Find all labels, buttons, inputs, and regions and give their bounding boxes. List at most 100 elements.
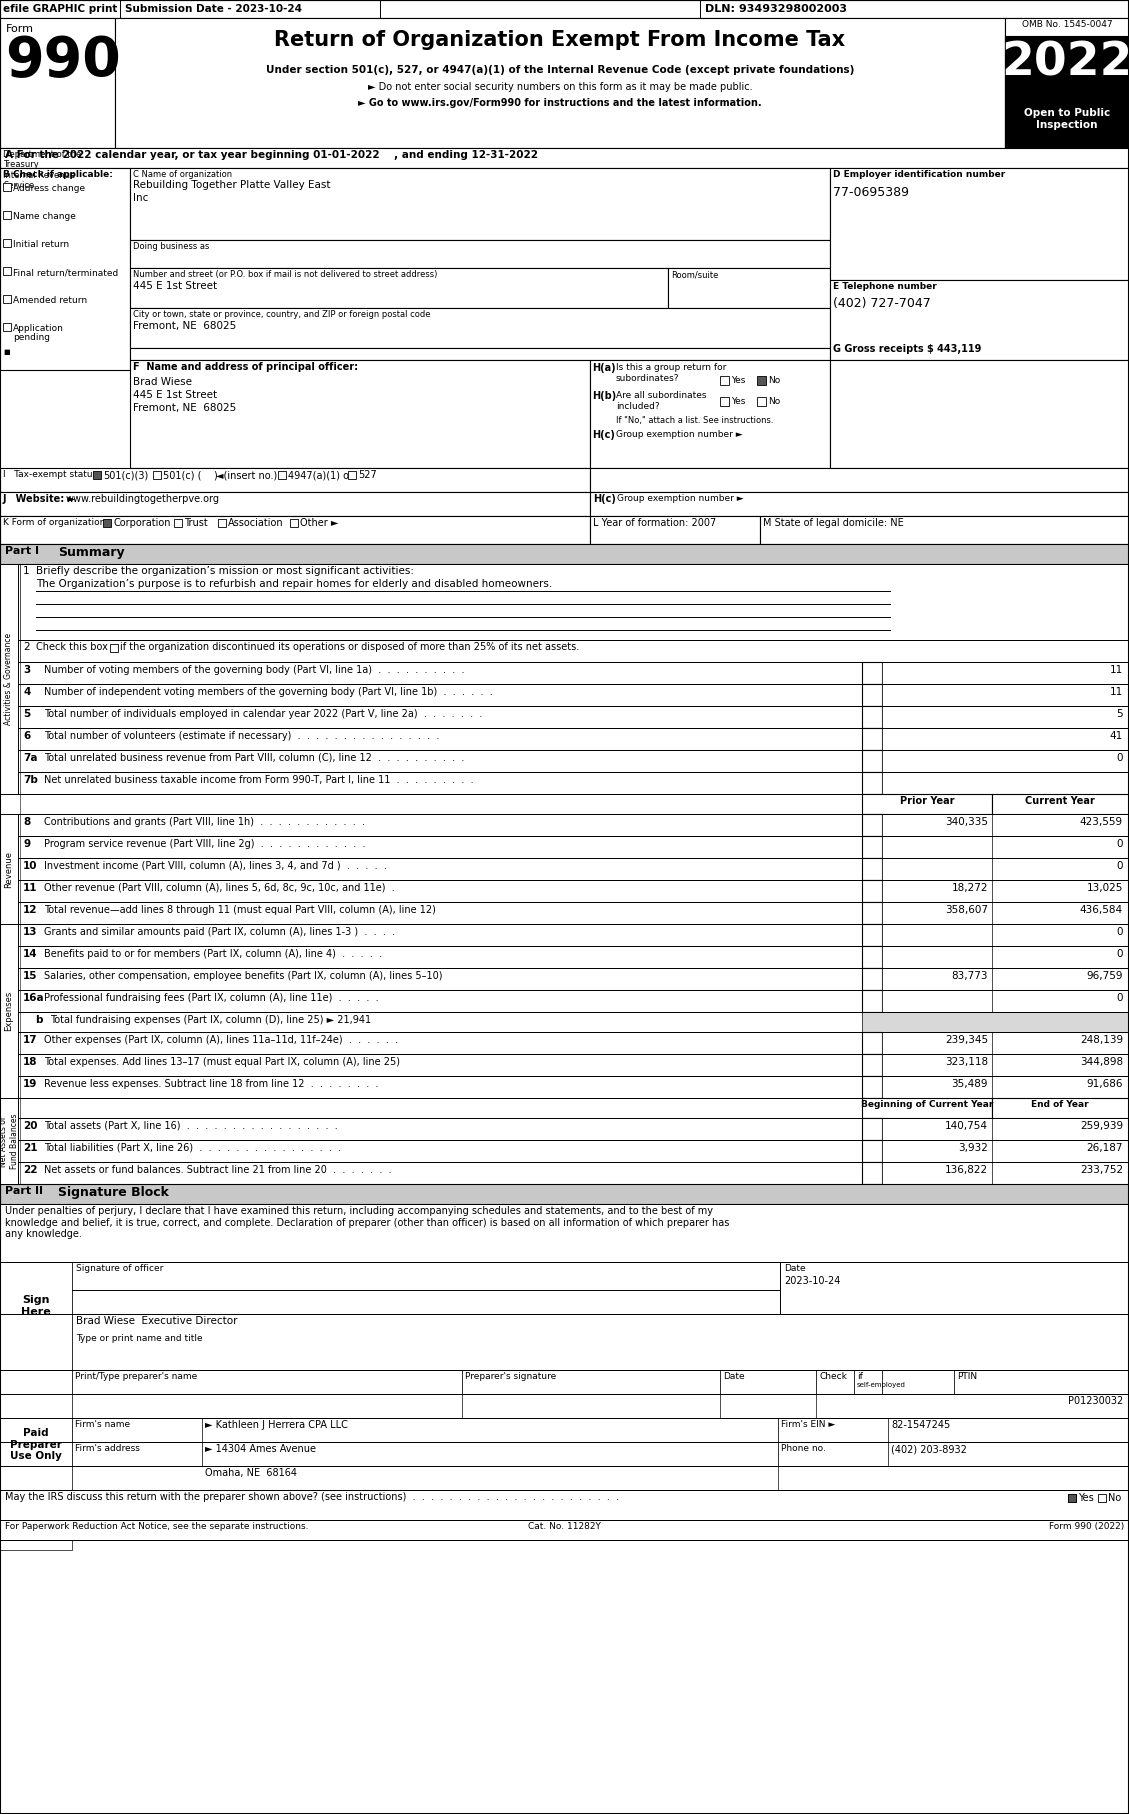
Text: 239,345: 239,345	[945, 1036, 988, 1045]
Bar	[20, 773, 863, 795]
Bar	[992, 902, 1129, 923]
Text: Contributions and grants (Part VIII, line 1h)  .  .  .  .  .  .  .  .  .  .  .  : Contributions and grants (Part VIII, lin…	[44, 816, 365, 827]
Bar	[992, 969, 1129, 990]
Bar	[590, 468, 1129, 492]
Text: Part II: Part II	[5, 1186, 43, 1195]
Bar	[882, 945, 992, 969]
Text: 35,489: 35,489	[952, 1079, 988, 1088]
Text: 22: 22	[23, 1165, 37, 1175]
Bar	[992, 795, 1129, 814]
Text: Total fundraising expenses (Part IX, column (D), line 25) ► 21,941: Total fundraising expenses (Part IX, col…	[50, 1016, 371, 1025]
Text: Number of voting members of the governing body (Part VI, line 1a)  .  .  .  .  .: Number of voting members of the governin…	[44, 666, 464, 675]
Text: The Organization’s purpose is to refurbish and repair homes for elderly and disa: The Organization’s purpose is to refurbi…	[36, 579, 552, 590]
Bar	[882, 1139, 992, 1163]
Text: 445 E 1st Street: 445 E 1st Street	[133, 281, 217, 290]
Text: Firm's address: Firm's address	[75, 1444, 140, 1453]
Text: 41: 41	[1110, 731, 1123, 740]
Text: Expenses: Expenses	[5, 990, 14, 1030]
Bar	[462, 1393, 720, 1419]
Bar	[778, 1442, 889, 1466]
Text: Net Assets or
Fund Balances: Net Assets or Fund Balances	[0, 1114, 19, 1168]
Bar	[720, 375, 729, 385]
Text: 13: 13	[23, 927, 37, 938]
Text: 8: 8	[23, 816, 30, 827]
Text: 344,898: 344,898	[1079, 1058, 1123, 1067]
Text: Print/Type preparer's name: Print/Type preparer's name	[75, 1371, 198, 1380]
Bar	[20, 1163, 863, 1185]
Bar	[882, 902, 992, 923]
Bar	[992, 836, 1129, 858]
Text: 5: 5	[23, 709, 30, 718]
Bar	[816, 1370, 854, 1393]
Bar	[992, 990, 1129, 1012]
Bar	[992, 1117, 1129, 1139]
Text: No: No	[768, 397, 780, 406]
Text: Doing business as: Doing business as	[133, 241, 209, 250]
Bar	[882, 969, 992, 990]
Bar	[863, 662, 882, 684]
Bar	[103, 519, 111, 528]
Bar	[72, 1313, 1129, 1370]
Bar	[20, 1054, 863, 1076]
Text: Phone no.: Phone no.	[781, 1444, 826, 1453]
Text: 140,754: 140,754	[945, 1121, 988, 1130]
Text: H(b): H(b)	[592, 392, 616, 401]
Bar	[20, 969, 863, 990]
Bar	[816, 1393, 1129, 1419]
Text: A For the 2022 calendar year, or tax year beginning 01-01-2022    , and ending 1: A For the 2022 calendar year, or tax yea…	[5, 151, 539, 160]
Bar	[1068, 1495, 1076, 1502]
Text: 9: 9	[23, 840, 30, 849]
Bar	[0, 1520, 1129, 1540]
Bar	[72, 1419, 202, 1442]
Bar	[3, 296, 11, 303]
Text: B Check if applicable:: B Check if applicable:	[3, 171, 113, 180]
Bar	[20, 749, 863, 773]
Bar	[218, 519, 226, 528]
Bar	[20, 814, 863, 836]
Text: 11: 11	[23, 883, 37, 892]
Text: C Name of organization: C Name of organization	[133, 171, 233, 180]
Bar	[863, 1054, 882, 1076]
Text: H(c): H(c)	[592, 430, 615, 441]
Text: 83,773: 83,773	[952, 970, 988, 981]
Text: Name change: Name change	[14, 212, 76, 221]
Bar	[882, 880, 992, 902]
Bar	[3, 210, 11, 219]
Bar	[992, 923, 1129, 945]
Bar	[0, 468, 590, 492]
Text: Type or print name and title: Type or print name and title	[76, 1333, 202, 1342]
Text: DLN: 93493298002003: DLN: 93493298002003	[704, 4, 847, 15]
Bar	[0, 18, 115, 149]
Bar	[863, 1117, 882, 1139]
Text: 0: 0	[1117, 753, 1123, 764]
Text: City or town, state or province, country, and ZIP or foreign postal code: City or town, state or province, country…	[133, 310, 430, 319]
Bar	[758, 397, 765, 406]
Text: 19: 19	[23, 1079, 37, 1088]
Bar	[882, 1076, 992, 1097]
Text: 3: 3	[23, 666, 30, 675]
Text: 436,584: 436,584	[1079, 905, 1123, 914]
Text: Check this box ►: Check this box ►	[36, 642, 119, 651]
Text: 423,559: 423,559	[1079, 816, 1123, 827]
Text: 323,118: 323,118	[945, 1058, 988, 1067]
Text: 20: 20	[23, 1121, 37, 1130]
Text: No: No	[1108, 1493, 1121, 1504]
Bar	[72, 1393, 462, 1419]
Text: End of Year: End of Year	[1031, 1099, 1088, 1108]
Text: Revenue: Revenue	[5, 851, 14, 887]
Text: Address change: Address change	[14, 183, 85, 192]
Bar	[882, 1117, 992, 1139]
Bar	[863, 902, 882, 923]
Text: 0: 0	[1117, 840, 1123, 849]
Text: (402) 203-8932: (402) 203-8932	[891, 1444, 966, 1455]
Text: Other ►: Other ►	[300, 519, 339, 528]
Bar	[863, 880, 882, 902]
Text: 13,025: 13,025	[1086, 883, 1123, 892]
Text: 6: 6	[23, 731, 30, 740]
Text: Number and street (or P.O. box if mail is not delivered to street address): Number and street (or P.O. box if mail i…	[133, 270, 437, 279]
Text: Room/suite: Room/suite	[671, 270, 718, 279]
Text: Amended return: Amended return	[14, 296, 87, 305]
Text: Open to Public
Inspection: Open to Public Inspection	[1024, 109, 1110, 129]
Text: Fremont, NE  68025: Fremont, NE 68025	[133, 321, 236, 330]
Text: ► Kathleen J Herrera CPA LLC: ► Kathleen J Herrera CPA LLC	[205, 1420, 348, 1429]
